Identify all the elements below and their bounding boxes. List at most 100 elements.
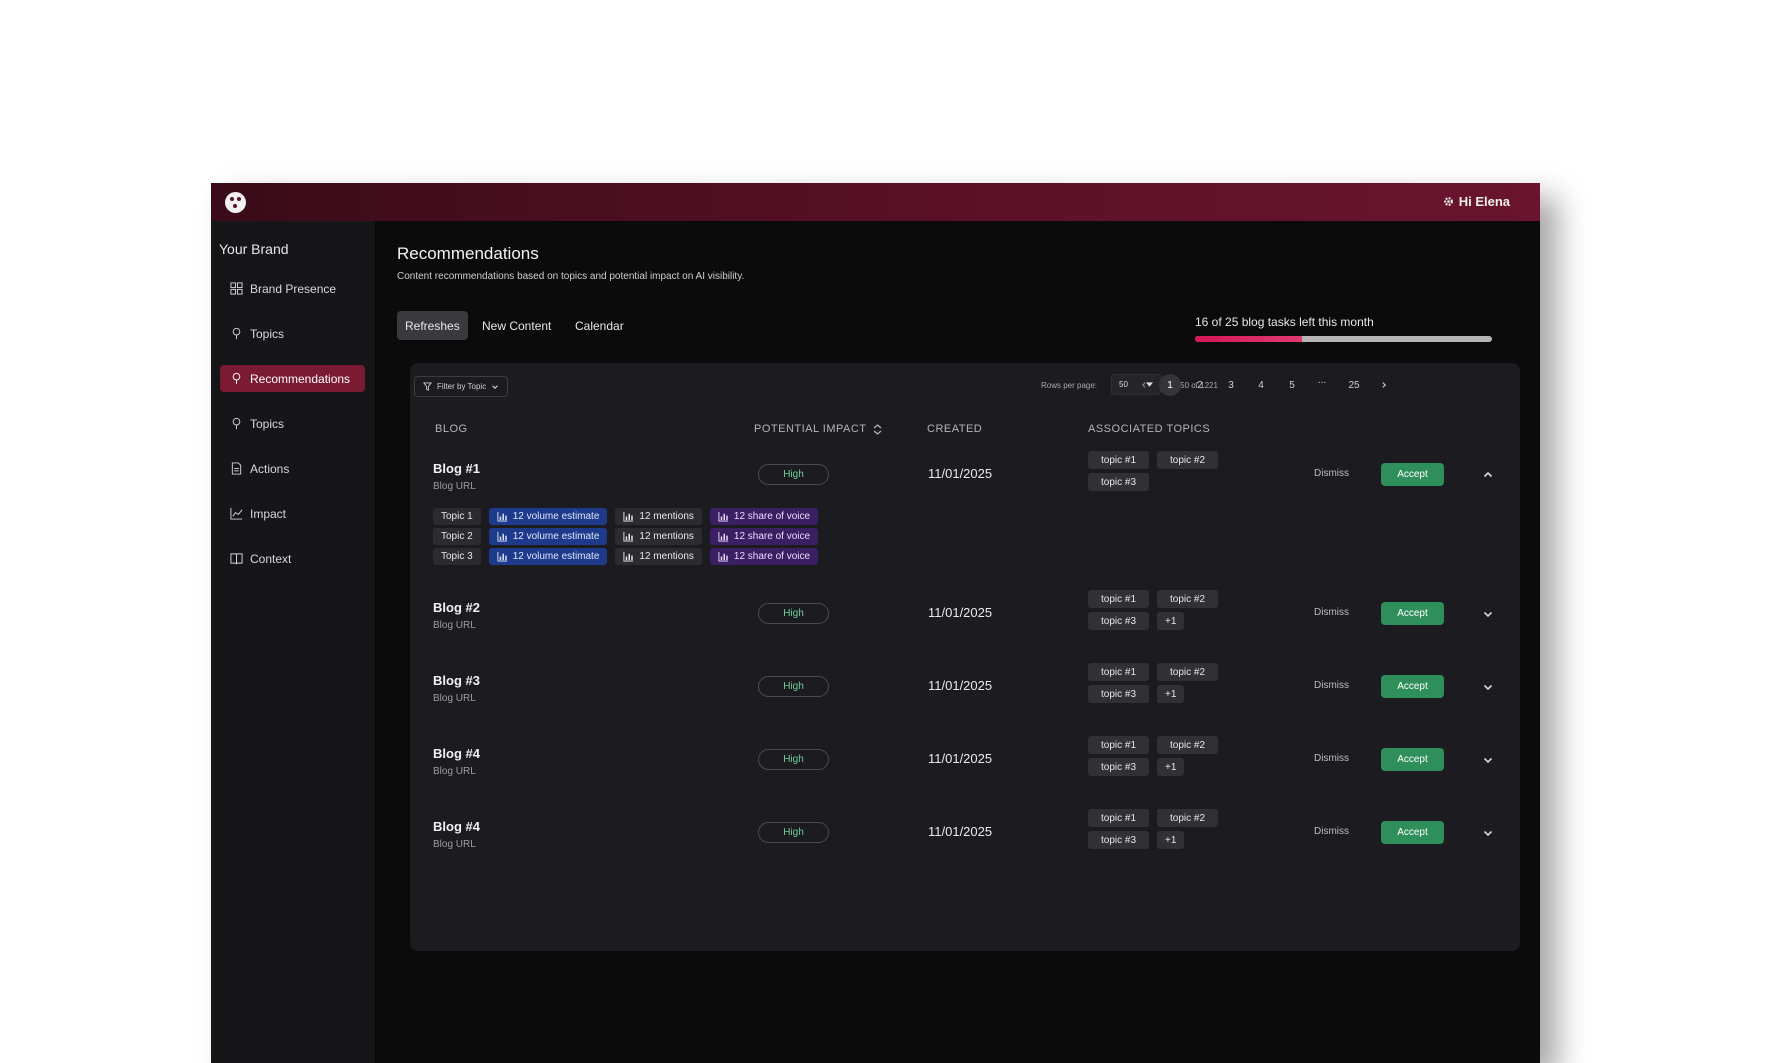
- pagination-next-button[interactable]: [1373, 374, 1395, 396]
- blog-url[interactable]: Blog URL: [433, 839, 476, 850]
- share-of-voice-chip: 12 share of voice: [709, 528, 819, 545]
- filter-icon: [423, 382, 432, 391]
- sidebar-item-label: Topics: [250, 416, 285, 431]
- pagination-page-5[interactable]: 5: [1289, 379, 1295, 391]
- pagination-page-4[interactable]: 4: [1258, 379, 1264, 391]
- topic-chip[interactable]: topic #1: [1088, 451, 1150, 469]
- dismiss-button[interactable]: Dismiss: [1314, 468, 1349, 479]
- sidebar-item-label: Actions: [250, 461, 290, 476]
- blog-url[interactable]: Blog URL: [433, 620, 476, 631]
- pagination-page-2[interactable]: 2: [1197, 379, 1203, 391]
- sidebar-item-impact[interactable]: Impact: [220, 500, 365, 527]
- topic-chip[interactable]: topic #2: [1157, 451, 1219, 469]
- chevron-down-icon[interactable]: [1481, 826, 1495, 840]
- created-date: 11/01/2025: [928, 466, 993, 481]
- chevron-right-icon: [1382, 382, 1386, 388]
- pagination-page-25[interactable]: 25: [1348, 379, 1360, 391]
- blog-title[interactable]: Blog #2: [433, 600, 480, 615]
- mentions-chip-label: 12 mentions: [639, 551, 694, 562]
- bar-chart-icon: [497, 551, 508, 562]
- tab-refreshes[interactable]: Refreshes: [397, 311, 468, 340]
- dismiss-button[interactable]: Dismiss: [1314, 826, 1349, 837]
- dismiss-button[interactable]: Dismiss: [1314, 753, 1349, 764]
- column-header-blog: BLOG: [435, 423, 468, 435]
- dismiss-button[interactable]: Dismiss: [1314, 680, 1349, 691]
- pagination-page-3[interactable]: 3: [1228, 379, 1234, 391]
- column-header-impact[interactable]: POTENTIAL IMPACT: [754, 423, 882, 435]
- sidebar-item-actions[interactable]: Actions: [220, 455, 365, 482]
- pagination-prev-button[interactable]: [1133, 374, 1155, 396]
- blog-title[interactable]: Blog #4: [433, 819, 480, 834]
- accept-button[interactable]: Accept: [1381, 821, 1444, 844]
- created-date: 11/01/2025: [928, 751, 993, 766]
- bulb-icon: [232, 417, 241, 430]
- dismiss-button[interactable]: Dismiss: [1314, 607, 1349, 618]
- tab-calendar[interactable]: Calendar: [575, 318, 624, 333]
- topic-chip[interactable]: topic #2: [1157, 736, 1219, 754]
- share-of-voice-chip-label: 12 share of voice: [733, 511, 811, 522]
- chevron-up-icon[interactable]: [1481, 468, 1495, 482]
- topic-label: Topic 1: [433, 508, 481, 525]
- more-topics-chip[interactable]: +1: [1157, 831, 1185, 849]
- accept-button[interactable]: Accept: [1381, 463, 1444, 486]
- mentions-chip: 12 mentions: [615, 508, 702, 525]
- more-topics-chip[interactable]: +1: [1157, 685, 1185, 703]
- topic-label: Topic 3: [433, 548, 481, 565]
- sidebar-item-topics-2[interactable]: Topics: [220, 410, 365, 437]
- blog-title[interactable]: Blog #1: [433, 461, 480, 476]
- topic-chip[interactable]: topic #3: [1088, 685, 1150, 703]
- chevron-down-icon[interactable]: [1481, 680, 1495, 694]
- sidebar-item-label: Impact: [250, 506, 287, 521]
- column-header-topics: ASSOCIATED TOPICS: [1088, 423, 1211, 435]
- accept-button[interactable]: Accept: [1381, 602, 1444, 625]
- topic-chip[interactable]: topic #2: [1157, 809, 1219, 827]
- filter-by-topic-button[interactable]: Filter by Topic: [414, 376, 509, 397]
- sidebar-item-label: Recommendations: [250, 371, 351, 386]
- blog-url[interactable]: Blog URL: [433, 766, 476, 777]
- mentions-chip-label: 12 mentions: [639, 511, 694, 522]
- topic-chip[interactable]: topic #3: [1088, 831, 1150, 849]
- topic-chip[interactable]: topic #2: [1157, 590, 1219, 608]
- topic-chip[interactable]: topic #3: [1088, 612, 1150, 630]
- share-of-voice-chip: 12 share of voice: [709, 508, 819, 525]
- pagination-page-1[interactable]: 1: [1159, 374, 1181, 396]
- topic-chip[interactable]: topic #3: [1088, 473, 1150, 491]
- accept-button[interactable]: Accept: [1381, 675, 1444, 698]
- chevron-down-icon[interactable]: [1481, 607, 1495, 621]
- sidebar-item-topics[interactable]: Topics: [220, 320, 365, 347]
- sidebar-item-recommendations[interactable]: Recommendations: [220, 365, 365, 392]
- topic-chip[interactable]: topic #2: [1157, 663, 1219, 681]
- topic-chip[interactable]: topic #1: [1088, 590, 1150, 608]
- share-of-voice-chip: 12 share of voice: [709, 548, 819, 565]
- brand-name: Your Brand: [219, 241, 289, 257]
- topic-chip[interactable]: topic #1: [1088, 736, 1150, 754]
- volume-estimate-chip: 12 volume estimate: [488, 548, 608, 565]
- more-topics-chip[interactable]: +1: [1157, 758, 1185, 776]
- accept-button[interactable]: Accept: [1381, 748, 1444, 771]
- topic-chip[interactable]: topic #3: [1088, 758, 1150, 776]
- rows-per-page-select[interactable]: 50: [1111, 374, 1161, 395]
- column-header-impact-label: POTENTIAL IMPACT: [754, 423, 867, 435]
- bar-chart-icon: [718, 531, 729, 542]
- blog-title[interactable]: Blog #3: [433, 673, 480, 688]
- impact-badge: High: [758, 822, 829, 843]
- sidebar-item-label: Context: [250, 551, 292, 566]
- sidebar-item-brand-presence[interactable]: Brand Presence: [220, 275, 365, 302]
- blog-title[interactable]: Blog #4: [433, 746, 480, 761]
- logo-icon[interactable]: [225, 192, 246, 213]
- tab-new-content[interactable]: New Content: [482, 318, 552, 333]
- topic-chip[interactable]: topic #1: [1088, 663, 1150, 681]
- blog-url[interactable]: Blog URL: [433, 693, 476, 704]
- blog-url[interactable]: Blog URL: [433, 481, 476, 492]
- rows-per-page-value: 50: [1119, 380, 1128, 389]
- topic-chip[interactable]: topic #1: [1088, 809, 1150, 827]
- user-greeting[interactable]: Hi Elena: [1443, 194, 1510, 209]
- more-topics-chip[interactable]: +1: [1157, 612, 1185, 630]
- bar-chart-icon: [497, 531, 508, 542]
- main-content: Recommendations Content recommendations …: [375, 221, 1540, 1063]
- line-chart-icon: [230, 507, 243, 520]
- filter-label: Filter by Topic: [437, 382, 487, 391]
- chevron-down-icon[interactable]: [1481, 753, 1495, 767]
- sidebar-item-context[interactable]: Context: [220, 545, 365, 572]
- topic-metrics-row: Topic 3 12 volume estimate 12 mentions 12 s…: [433, 548, 819, 565]
